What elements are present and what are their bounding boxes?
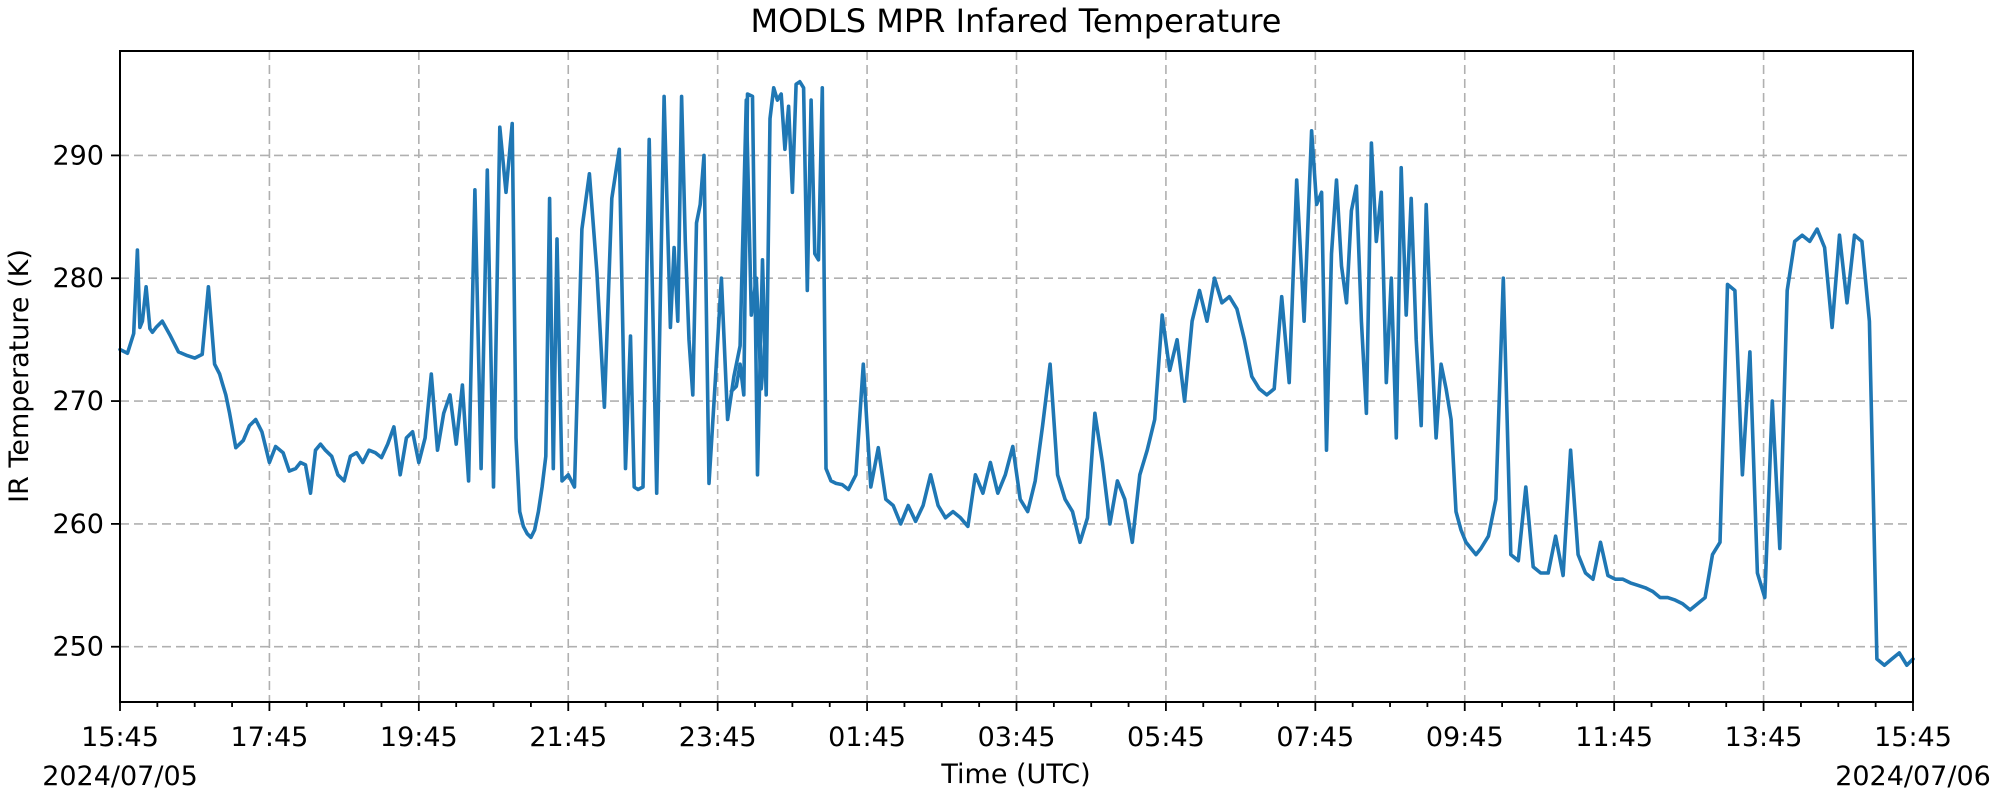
series-line xyxy=(118,94,769,540)
series-line xyxy=(729,79,1915,668)
x-tick-label: 13:45 xyxy=(1725,722,1803,753)
y-tick-label: 290 xyxy=(52,140,104,171)
x-tick-label: 09:45 xyxy=(1426,722,1504,753)
y-axis-label: IR Temperature (K) xyxy=(4,249,35,503)
x-tick-label: 03:45 xyxy=(978,722,1056,753)
y-tick-label: 260 xyxy=(52,509,104,540)
x-tick-label: 19:45 xyxy=(380,722,458,753)
x-tick-label: 11:45 xyxy=(1575,722,1653,753)
y-tick-label: 280 xyxy=(52,263,104,294)
x-tick-label: 15:45 xyxy=(81,722,159,753)
chart-title: MODLS MPR Infared Temperature xyxy=(751,2,1282,40)
y-tick-label: 250 xyxy=(52,632,104,663)
series-layer xyxy=(118,79,1915,668)
x-axis-label: Time (UTC) xyxy=(940,759,1090,790)
x-end-date-label: 2024/07/06 xyxy=(1835,761,1991,792)
x-start-date-label: 2024/07/05 xyxy=(42,761,198,792)
x-tick-label: 17:45 xyxy=(231,722,309,753)
x-tick-label: 23:45 xyxy=(679,722,757,753)
x-tick-label: 15:45 xyxy=(1874,722,1952,753)
x-tick-label: 01:45 xyxy=(828,722,906,753)
grid-lines xyxy=(120,51,1913,702)
axis-ticks: 15:45 17:45 19:45 21:45 23:45 01:45 03:45 05:45… xyxy=(52,140,1951,753)
y-tick-label: 270 xyxy=(52,386,104,417)
x-tick-label: 21:45 xyxy=(529,722,607,753)
x-tick-label: 07:45 xyxy=(1276,722,1354,753)
x-tick-label: 05:45 xyxy=(1127,722,1205,753)
